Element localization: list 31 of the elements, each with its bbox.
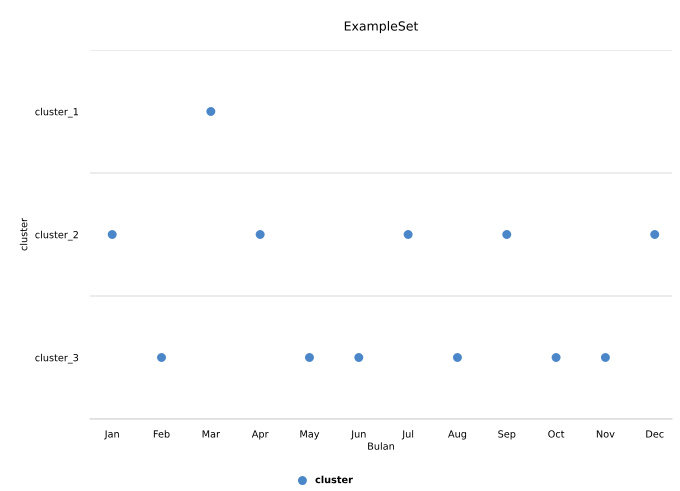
x-tick-label: Oct	[548, 430, 564, 438]
x-tick-label: Nov	[596, 430, 615, 438]
point	[206, 107, 216, 116]
x-tick-label: Mar	[202, 430, 220, 438]
point	[354, 353, 364, 362]
y-tick-label: cluster_2	[35, 230, 78, 240]
x-tick-label: Dec	[646, 430, 664, 438]
point	[404, 230, 413, 239]
point	[256, 230, 265, 239]
point	[304, 353, 314, 362]
x-tick-label: Aug	[448, 430, 466, 440]
x-tick-label: Jun	[350, 430, 366, 440]
point	[452, 353, 462, 362]
point	[650, 230, 660, 239]
x-axis-title: Bulan	[368, 442, 394, 450]
x-tick-label: Feb	[154, 430, 170, 438]
point	[552, 353, 561, 362]
y-tick-label: cluster_1	[35, 108, 78, 118]
y-axis-title: cluster	[20, 218, 28, 250]
x-tick-label: May	[300, 430, 320, 440]
y-tick-label: cluster_3	[35, 354, 78, 364]
x-tick-label: Jan	[104, 430, 119, 440]
point	[502, 230, 512, 239]
point	[108, 230, 117, 239]
x-tick-label: Sep	[498, 430, 516, 440]
legend-label: cluster	[315, 476, 353, 484]
x-tick-label: Jul	[402, 430, 414, 440]
chart-title: ExampleSet	[344, 21, 418, 34]
x-tick-label: Apr	[252, 430, 269, 440]
point	[157, 353, 166, 362]
point	[600, 353, 610, 362]
